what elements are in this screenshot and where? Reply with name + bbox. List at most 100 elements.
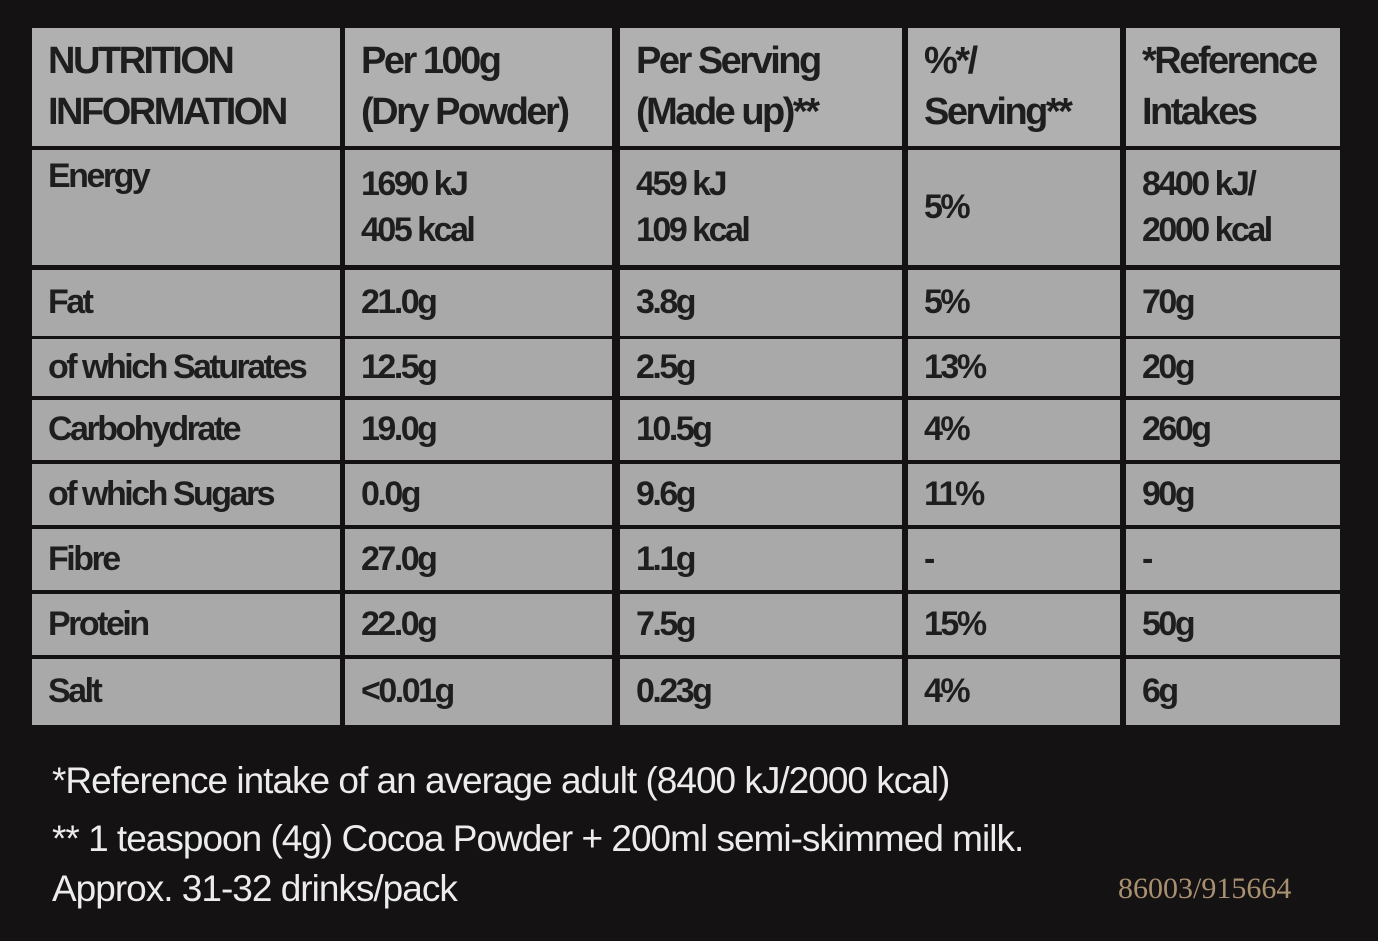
table-cell: 0.23g	[620, 659, 902, 725]
product-code: 86003/915664	[1118, 872, 1292, 905]
footnote: ** 1 teaspoon (4g) Cocoa Powder + 200ml …	[52, 818, 1024, 859]
cell-text: 27.0g	[361, 539, 438, 578]
table-cell: 11%	[908, 464, 1120, 525]
table-cell: %*/ Serving**	[908, 28, 1120, 146]
cell-text: of which Sugars	[48, 474, 276, 513]
table-cell: 3.8g	[620, 270, 902, 336]
cell-text: Serving**	[924, 91, 1073, 133]
table-cell: 70g	[1126, 270, 1340, 336]
footnote: Approx. 31-32 drinks/pack	[52, 868, 458, 909]
cell-text: 1690 kJ	[361, 164, 469, 203]
table-cell: Carbohydrate	[32, 400, 340, 460]
table-cell: of which Saturates	[32, 339, 340, 396]
cell-text: 1.1g	[636, 539, 697, 578]
cell-text: (Made up)**	[636, 91, 820, 133]
cell-text: -	[1142, 539, 1153, 578]
cell-text: 5%	[924, 283, 971, 322]
cell-text: <0.01g	[361, 672, 455, 711]
cell-text: 260g	[1142, 410, 1212, 449]
cell-text: 0.0g	[361, 474, 422, 513]
cell-text: 15%	[924, 604, 987, 643]
cell-text: Intakes	[1142, 91, 1258, 133]
cell-text: 22.0g	[361, 604, 438, 643]
cell-text: Carbohydrate	[48, 410, 242, 449]
table-cell: Per Serving (Made up)**	[620, 28, 902, 146]
cell-text: 7.5g	[636, 604, 697, 643]
table-cell: Fat	[32, 270, 340, 336]
table-cell: 50g	[1126, 594, 1340, 655]
cell-text: 90g	[1142, 474, 1196, 513]
table-cell: 90g	[1126, 464, 1340, 525]
table-cell: Fibre	[32, 529, 340, 590]
table-cell: Salt	[32, 659, 340, 725]
table-cell: -	[1126, 529, 1340, 590]
cell-text: Fibre	[48, 539, 121, 578]
table-cell: -	[908, 529, 1120, 590]
cell-text: 3.8g	[636, 283, 697, 322]
table-cell: <0.01g	[345, 659, 612, 725]
cell-text: 2000 kcal	[1142, 210, 1273, 249]
cell-text: 20g	[1142, 347, 1196, 386]
cell-text: (Dry Powder)	[361, 91, 570, 133]
cell-text: Protein	[48, 604, 150, 643]
table-cell: 9.6g	[620, 464, 902, 525]
table-cell: 20g	[1126, 339, 1340, 396]
table-cell: 4%	[908, 659, 1120, 725]
table-cell: 4%	[908, 400, 1120, 460]
cell-text: 5%	[924, 187, 971, 226]
cell-text: 8400 kJ/	[1142, 164, 1257, 203]
cell-text: 6g	[1142, 672, 1179, 711]
cell-text: Energy	[48, 157, 151, 195]
cell-text: 4%	[924, 410, 971, 449]
table-cell: 459 kJ 109 kcal	[620, 150, 902, 265]
table-cell: 21.0g	[345, 270, 612, 336]
table-cell: Per 100g (Dry Powder)	[345, 28, 612, 146]
cell-text: 405 kcal	[361, 210, 476, 249]
table-cell: 10.5g	[620, 400, 902, 460]
cell-text: Per Serving	[636, 39, 822, 82]
table-cell: 12.5g	[345, 339, 612, 396]
cell-text: NUTRITION	[48, 39, 235, 82]
cell-text: 109 kcal	[636, 210, 751, 249]
table-cell: Energy	[32, 150, 340, 265]
cell-text: 11%	[924, 474, 985, 513]
table-cell: *Reference Intakes	[1126, 28, 1340, 146]
table-cell: 8400 kJ/2000 kcal	[1126, 150, 1340, 265]
table-cell: 5%	[908, 270, 1120, 336]
table-cell: 2.5g	[620, 339, 902, 396]
table-cell: 7.5g	[620, 594, 902, 655]
cell-text: 9.6g	[636, 474, 697, 513]
cell-text: INFORMATION	[48, 91, 288, 133]
cell-text: 50g	[1142, 604, 1196, 643]
cell-text: 0.23g	[636, 672, 713, 711]
cell-text: Per 100g	[361, 39, 502, 82]
cell-text: 13%	[924, 347, 987, 386]
cell-text: 19.0g	[361, 410, 438, 449]
cell-text: 10.5g	[636, 410, 713, 449]
table-cell: 27.0g	[345, 529, 612, 590]
cell-text: 12.5g	[361, 347, 438, 386]
table-cell: 6g	[1126, 659, 1340, 725]
cell-text: 21.0g	[361, 283, 438, 322]
table-cell: 15%	[908, 594, 1120, 655]
table-cell: 1.1g	[620, 529, 902, 590]
table-cell: NUTRITION INFORMATION	[32, 28, 340, 146]
table-cell: 13%	[908, 339, 1120, 396]
table-cell: 260g	[1126, 400, 1340, 460]
table-cell: 0.0g	[345, 464, 612, 525]
table-cell: 19.0g	[345, 400, 612, 460]
cell-text: Fat	[48, 283, 94, 322]
cell-text: %*/	[924, 39, 978, 82]
cell-text: 4%	[924, 672, 971, 711]
table-cell: 5%	[908, 150, 1120, 265]
cell-text: Salt	[48, 672, 103, 711]
footnote: *Reference intake of an average adult (8…	[52, 760, 950, 801]
cell-text: 459 kJ	[636, 164, 728, 203]
cell-text: of which Saturates	[48, 347, 308, 386]
cell-text: 2.5g	[636, 347, 697, 386]
table-cell: of which Sugars	[32, 464, 340, 525]
table-cell: Protein	[32, 594, 340, 655]
table-cell: 22.0g	[345, 594, 612, 655]
table-cell: 1690 kJ 405 kcal	[345, 150, 612, 265]
